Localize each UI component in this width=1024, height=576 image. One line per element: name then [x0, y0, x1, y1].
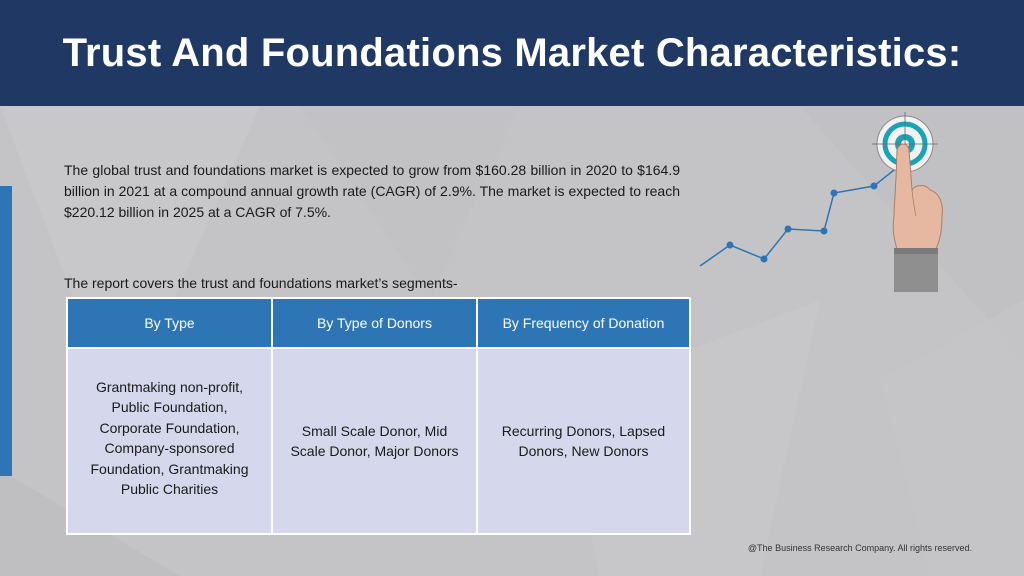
header-by-frequency-of-donation: By Frequency of Donation [476, 297, 691, 349]
intro-paragraph: The global trust and foundations market … [64, 162, 680, 220]
cell-by-frequency: Recurring Donors, Lapsed Donors, New Don… [476, 347, 691, 535]
left-accent-bar [0, 186, 12, 476]
header-by-type-of-donors: By Type of Donors [271, 297, 478, 349]
segments-table: By Type By Type of Donors By Frequency o… [66, 297, 691, 535]
cell-by-type-text: Grantmaking non-profit, Public Foundatio… [90, 378, 249, 498]
target-growth-icon [699, 112, 943, 292]
cell-by-type-of-donors-text: Small Scale Donor, Mid Scale Donor, Majo… [290, 422, 459, 460]
cell-by-type: Grantmaking non-profit, Public Foundatio… [66, 347, 273, 535]
page-title: Trust And Foundations Market Characteris… [62, 30, 962, 75]
segments-header-row: By Type By Type of Donors By Frequency o… [66, 297, 691, 349]
header-by-type: By Type [66, 297, 273, 349]
title-bar: Trust And Foundations Market Characteris… [0, 0, 1024, 106]
cell-by-type-of-donors: Small Scale Donor, Mid Scale Donor, Majo… [271, 347, 478, 535]
copyright-footer: @The Business Research Company. All righ… [747, 543, 972, 553]
cell-by-frequency-text: Recurring Donors, Lapsed Donors, New Don… [501, 422, 666, 460]
table-row: Grantmaking non-profit, Public Foundatio… [66, 347, 691, 535]
segments-caption: The report covers the trust and foundati… [64, 275, 458, 291]
